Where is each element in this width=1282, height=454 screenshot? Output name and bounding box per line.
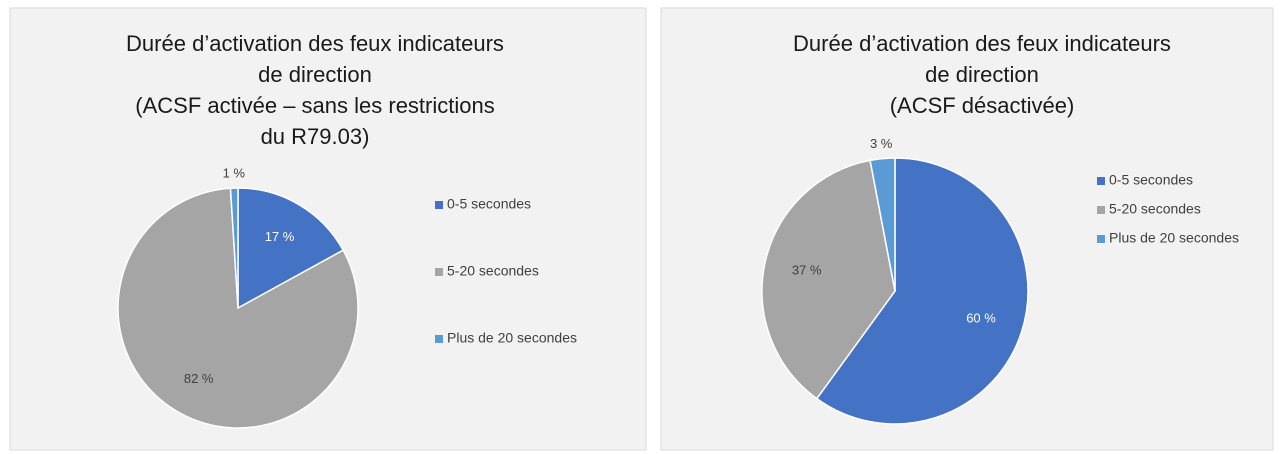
pie-slice — [229, 187, 239, 309]
chart-title: de direction — [925, 62, 1039, 87]
data-label: 17 % — [265, 229, 295, 244]
legend-label: 5-20 secondes — [447, 263, 539, 279]
legend-label: 0-5 secondes — [1109, 172, 1193, 188]
legend-swatch — [435, 335, 443, 343]
data-label: 60 % — [966, 310, 996, 325]
legend-label: Plus de 20 secondes — [1109, 230, 1239, 246]
chart-title: (ACSF activée – sans les restrictions — [135, 93, 494, 118]
data-label: 1 % — [223, 166, 246, 181]
chart-title: (ACSF désactivée) — [890, 93, 1075, 118]
chart-title: de direction — [258, 62, 372, 87]
pie-slice — [761, 159, 896, 400]
legend-swatch — [1097, 235, 1105, 243]
pie-slice — [815, 157, 1029, 425]
data-label: 37 % — [792, 263, 822, 278]
pie-slice — [869, 157, 896, 292]
legend-label: 5-20 secondes — [1109, 201, 1201, 217]
chart-title: du R79.03) — [261, 124, 370, 149]
legend-swatch — [1097, 206, 1105, 214]
data-label: 3 % — [870, 136, 893, 151]
legend-swatch — [435, 268, 443, 276]
chart-title: Durée d’activation des feux indicateurs — [793, 31, 1171, 56]
legend-label: 0-5 secondes — [447, 196, 531, 212]
legend-label: Plus de 20 secondes — [447, 330, 577, 346]
data-label: 82 % — [184, 371, 214, 386]
legend-swatch — [435, 201, 443, 209]
legend-swatch — [1097, 177, 1105, 185]
chart-title: Durée d’activation des feux indicateurs — [126, 31, 504, 56]
pie-slice — [117, 187, 359, 429]
pie-slice — [237, 187, 345, 310]
